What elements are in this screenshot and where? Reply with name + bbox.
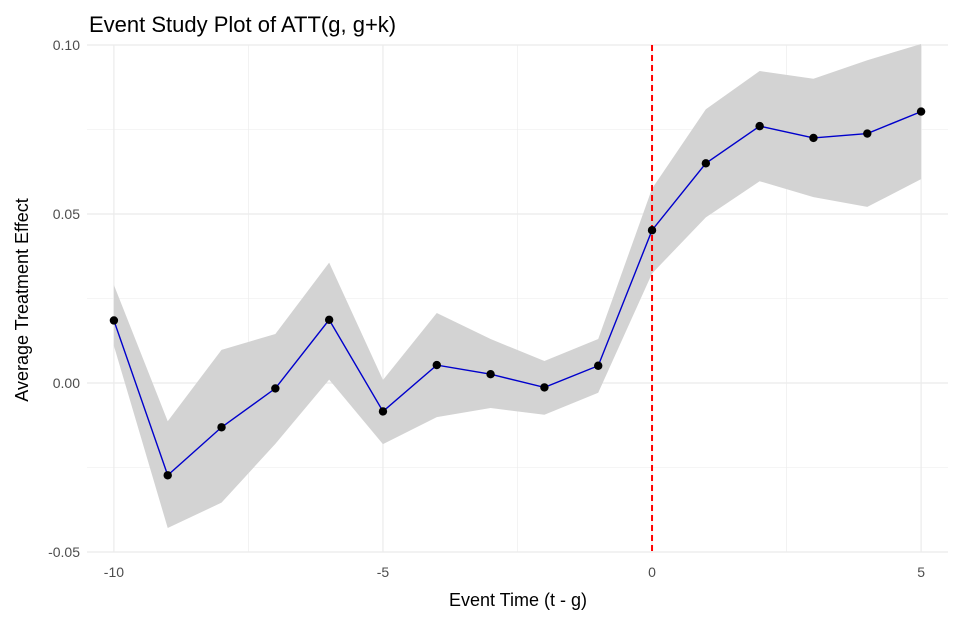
x-tick-label: 5 [917,564,925,580]
series-line [113,110,922,477]
data-point [755,121,764,131]
data-point [916,107,926,116]
data-points [109,107,926,480]
y-tick-label: -0.05 [48,544,80,560]
y-tick-label: 0.05 [53,206,80,222]
confidence-band-layer [113,43,922,529]
confidence-band [113,43,922,529]
data-point [271,384,280,393]
x-tick-label: -10 [104,564,124,580]
data-point [809,133,818,143]
data-point [217,423,226,432]
data-point [486,370,495,379]
chart-title: Event Study Plot of ATT(g, g+k) [89,12,396,37]
data-point [863,129,872,138]
x-axis-title: Event Time (t - g) [449,590,587,610]
data-point [701,159,711,168]
data-point [594,361,603,370]
data-point [540,383,549,392]
x-tick-label: -5 [377,564,390,580]
data-point [378,407,388,416]
series-line-layer [113,110,922,477]
data-point [647,226,657,235]
data-point [324,315,334,324]
y-tick-label: 0.00 [53,375,80,391]
y-axis-title: Average Treatment Effect [12,198,32,401]
y-tick-label: 0.10 [53,37,80,53]
data-point [432,360,441,370]
x-axis-ticks: -10 -5 0 5 [104,564,925,580]
data-point [163,471,172,480]
x-tick-label: 0 [648,564,656,580]
y-axis-ticks: -0.05 0.00 0.05 0.10 [48,37,80,560]
data-point [109,316,119,325]
